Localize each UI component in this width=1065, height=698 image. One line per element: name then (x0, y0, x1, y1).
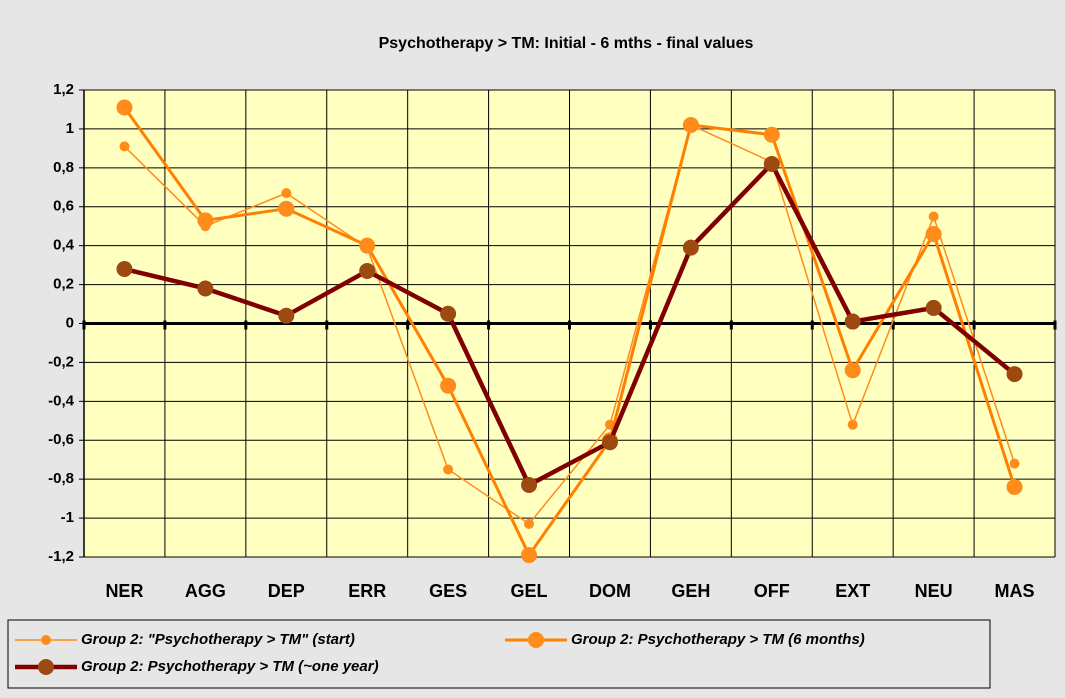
data-point (601, 434, 618, 451)
x-tick-label: EXT (835, 581, 870, 601)
x-tick-label: NEU (915, 581, 953, 601)
legend (7, 619, 991, 689)
data-point (521, 547, 538, 564)
data-point (682, 239, 699, 256)
y-tick-label: -0,4 (48, 392, 75, 409)
data-point (763, 126, 780, 143)
x-tick-label: MAS (995, 581, 1035, 601)
data-point (119, 141, 130, 152)
y-tick-label: 0,8 (53, 159, 74, 176)
data-point (1006, 366, 1023, 383)
x-tick-label: GEH (671, 581, 710, 601)
data-point (281, 188, 292, 199)
data-point (359, 237, 376, 254)
data-point (521, 477, 538, 494)
data-point (925, 225, 942, 242)
data-point (116, 99, 133, 116)
data-point (278, 307, 295, 324)
data-point (763, 155, 780, 172)
x-tick-label: NER (105, 581, 143, 601)
data-point (844, 362, 861, 379)
legend-marker (528, 632, 544, 648)
data-point (443, 464, 454, 475)
y-tick-label: 0,6 (53, 198, 74, 215)
y-tick-label: 1,2 (53, 81, 74, 98)
data-point (844, 313, 861, 330)
data-point (440, 305, 457, 322)
data-point (440, 377, 457, 394)
y-tick-label: -1 (61, 509, 74, 526)
y-tick-label: 0,4 (53, 237, 75, 254)
legend-marker (41, 635, 51, 645)
chart-title: Psychotherapy > TM: Initial - 6 mths - f… (379, 35, 754, 52)
data-point (524, 518, 535, 529)
data-point (1009, 458, 1020, 469)
series-line (123, 124, 1016, 525)
x-tick-label: OFF (754, 581, 790, 601)
x-tick-label: ERR (348, 581, 386, 601)
x-tick-label: AGG (185, 581, 226, 601)
x-tick-label: GES (429, 581, 467, 601)
data-point (116, 261, 133, 278)
data-point (197, 280, 214, 297)
data-point (928, 211, 939, 222)
legend-label: Group 2: "Psychotherapy > TM" (start) (81, 631, 355, 648)
legend-label: Group 2: Psychotherapy > TM (6 months) (571, 631, 865, 648)
y-tick-label: -0,2 (48, 353, 74, 370)
y-tick-label: 1 (66, 120, 74, 137)
series-line (123, 161, 1016, 488)
legend-label: Group 2: Psychotherapy > TM (~one year) (81, 658, 379, 675)
x-tick-label: DOM (589, 581, 631, 601)
x-tick-label: DEP (268, 581, 305, 601)
data-point (1006, 478, 1023, 495)
legend-marker (38, 659, 54, 675)
series-line (123, 106, 1016, 557)
y-tick-label: 0,2 (53, 276, 74, 293)
x-tick-label: GEL (511, 581, 548, 601)
data-point (847, 419, 858, 430)
data-point (197, 212, 214, 229)
data-point (925, 299, 942, 316)
y-tick-label: -1,2 (48, 548, 74, 565)
data-point (359, 262, 376, 279)
y-tick-label: -0,8 (48, 470, 74, 487)
y-tick-label: 0 (66, 314, 74, 331)
y-tick-label: -0,6 (48, 431, 74, 448)
data-point (278, 200, 295, 217)
data-point (682, 117, 699, 134)
